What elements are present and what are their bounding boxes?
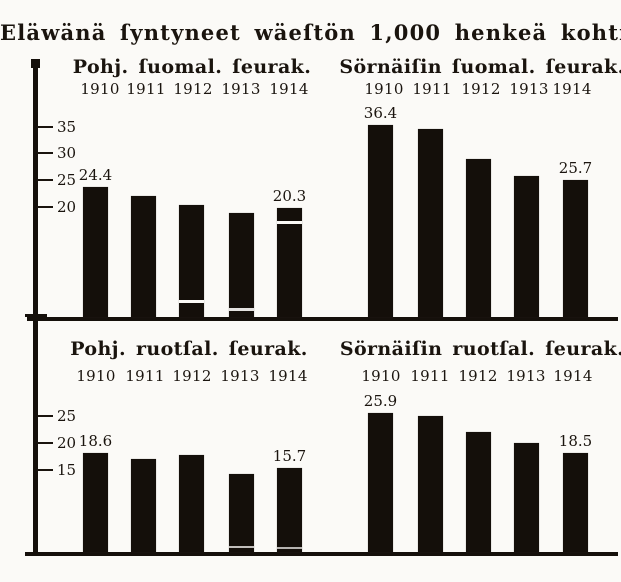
- bar-value-label: 18.6: [78, 431, 113, 450]
- bar: [179, 454, 204, 552]
- bar: [131, 196, 156, 317]
- bar: [418, 129, 443, 317]
- y-axis-top-cap: [31, 59, 40, 68]
- ytick-mark: [37, 152, 53, 154]
- bar: [179, 204, 204, 317]
- year-label: 1914: [268, 367, 308, 385]
- ytick-label: 35: [57, 118, 77, 136]
- bar-value-label: 36.4: [363, 103, 398, 122]
- bar: [277, 468, 302, 552]
- year-label: 1912: [173, 80, 213, 98]
- ytick-label: 20: [57, 434, 77, 452]
- year-label: 1910: [364, 80, 404, 98]
- year-label: 1914: [269, 80, 309, 98]
- chart-suptitle: Eläwänä ſyntyneet wäeſtön 1,000 henkeä k…: [0, 20, 621, 45]
- year-label: 1913: [509, 80, 549, 98]
- bar: [368, 124, 393, 317]
- top-baseline-left-nub: [25, 314, 47, 317]
- year-label: 1910: [361, 367, 401, 385]
- bar: [83, 452, 108, 552]
- ytick-mark: [37, 469, 53, 471]
- bar-value-label: 15.7: [272, 447, 307, 466]
- year-label: 1910: [80, 80, 120, 98]
- y-axis-line: [33, 60, 38, 556]
- ytick-mark: [37, 442, 53, 444]
- bar: [83, 187, 108, 317]
- bar: [563, 180, 588, 317]
- bar-value-label: 24.4: [78, 166, 113, 185]
- bar: [514, 442, 539, 552]
- year-label: 1913: [220, 367, 260, 385]
- bar: [131, 458, 156, 552]
- top-baseline: [27, 317, 618, 321]
- year-label: 1914: [553, 367, 593, 385]
- year-label: 1913: [221, 80, 261, 98]
- ytick-label: 25: [57, 407, 77, 425]
- year-label: 1910: [76, 367, 116, 385]
- ytick-label: 20: [57, 198, 77, 216]
- panel-title: Sörnäiſin ſuomal. ſeurak.: [339, 56, 621, 78]
- bar: [466, 159, 491, 317]
- bar-value-label: 25.9: [363, 391, 398, 410]
- bar: [277, 208, 302, 317]
- bar: [514, 176, 539, 317]
- year-label: 1911: [126, 80, 166, 98]
- year-label: 1911: [412, 80, 452, 98]
- panel-title: Pohj. ſuomal. ſeurak.: [72, 56, 312, 78]
- bar: [229, 212, 254, 317]
- ytick-mark: [37, 179, 53, 181]
- ytick-mark: [37, 126, 53, 128]
- year-label: 1913: [506, 367, 546, 385]
- year-label: 1912: [172, 367, 212, 385]
- bar-value-label: 25.7: [558, 159, 593, 178]
- bar-value-label: 20.3: [272, 187, 307, 206]
- year-label: 1911: [125, 367, 165, 385]
- panel-title: Pohj. ruotſal. ſeurak.: [70, 338, 308, 360]
- bar-value-label: 18.5: [558, 431, 593, 450]
- ytick-label: 15: [57, 461, 77, 479]
- panel-title: Sörnäiſin ruotſal. ſeurak.: [339, 338, 621, 360]
- bottom-baseline: [25, 552, 618, 556]
- year-label: 1912: [461, 80, 501, 98]
- ytick-mark: [37, 415, 53, 417]
- ytick-mark: [37, 206, 53, 208]
- bar: [229, 474, 254, 552]
- year-label: 1914: [552, 80, 592, 98]
- ytick-label: 25: [57, 171, 77, 189]
- bar: [418, 415, 443, 552]
- ytick-label: 30: [57, 144, 77, 162]
- bar: [466, 431, 491, 552]
- bar: [563, 452, 588, 552]
- year-label: 1911: [410, 367, 450, 385]
- year-label: 1912: [458, 367, 498, 385]
- bar: [368, 412, 393, 552]
